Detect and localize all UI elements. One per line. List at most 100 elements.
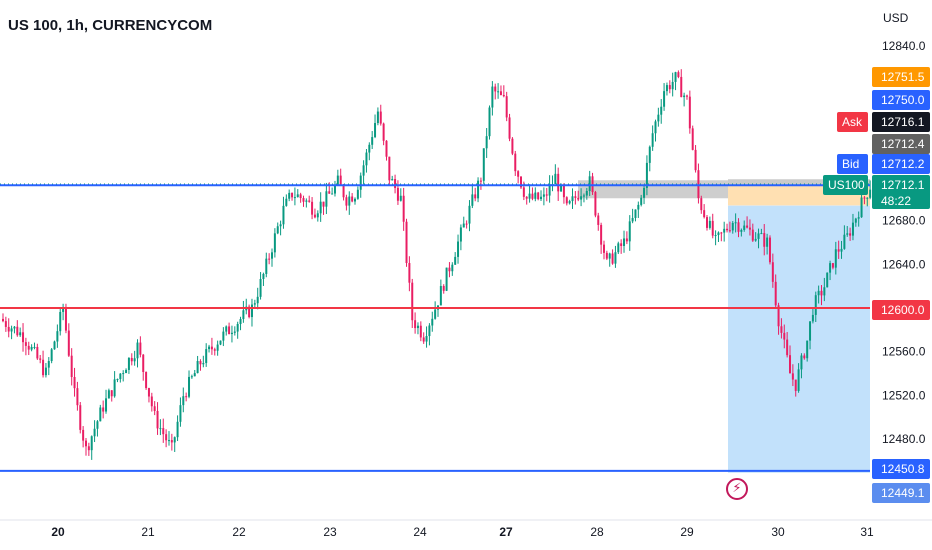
candle-body	[96, 421, 99, 429]
candle-body	[279, 224, 282, 227]
candle-body	[56, 331, 59, 342]
candle-body	[829, 263, 832, 273]
ask-side-tag	[837, 112, 868, 132]
candle-body	[39, 358, 42, 360]
candle-body	[167, 440, 170, 442]
candle-body	[468, 205, 471, 224]
candle-body	[537, 192, 540, 200]
candle-body	[577, 197, 580, 200]
candle-body	[336, 175, 339, 185]
bid-price-value: 12712.2	[881, 157, 925, 171]
candle-body	[2, 318, 4, 322]
candle-body	[554, 173, 557, 185]
candle-body	[863, 197, 866, 199]
candle-body	[789, 355, 792, 374]
candle-body	[394, 179, 397, 188]
y-tick-label: 12560.0	[882, 345, 926, 359]
candle-body	[82, 429, 85, 441]
candle-body	[133, 358, 136, 362]
lightning-icon[interactable]: ⚡	[726, 478, 748, 500]
candle-body	[488, 107, 491, 137]
candle-body	[777, 305, 780, 327]
candle-body	[376, 111, 379, 124]
candle-body	[497, 91, 500, 93]
candle-body	[230, 332, 233, 335]
level-price-tag	[872, 90, 930, 110]
candle-body	[823, 287, 826, 296]
candle-body	[442, 285, 445, 291]
candle-body	[728, 230, 731, 232]
candle-body	[617, 243, 620, 253]
candle-body	[391, 179, 394, 181]
candle-body	[414, 320, 417, 329]
candle-body	[127, 357, 130, 370]
candle-body	[362, 165, 365, 176]
candle-body	[511, 138, 514, 154]
candle-body	[388, 156, 391, 181]
candle-body	[190, 376, 193, 378]
tp-price-value: 12449.1	[881, 486, 925, 500]
candle-body	[339, 175, 342, 186]
candle-body	[783, 332, 786, 340]
candle-body	[528, 193, 531, 199]
candle-body	[809, 321, 812, 341]
last-price-value: 12712.1	[881, 178, 925, 192]
candle-body	[10, 328, 13, 332]
candle-body	[740, 229, 743, 232]
candle-body	[600, 224, 603, 245]
candle-body	[548, 184, 551, 196]
candle-body	[751, 229, 754, 241]
candle-body	[651, 133, 654, 147]
candle-body	[196, 361, 199, 374]
candle-body	[276, 226, 279, 234]
candle-body	[342, 185, 345, 198]
candle-body	[857, 217, 860, 219]
candle-body	[411, 282, 414, 321]
candle-body	[416, 325, 419, 329]
candle-body	[683, 95, 686, 98]
candle-body	[113, 379, 116, 397]
candle-body	[482, 148, 485, 181]
candle-body	[703, 210, 706, 218]
candle-body	[540, 196, 543, 200]
candle-body	[253, 303, 256, 305]
candle-body	[64, 308, 67, 331]
candle-body	[560, 185, 563, 192]
candle-body	[479, 180, 482, 182]
candle-body	[79, 405, 82, 430]
candle-body	[508, 117, 511, 139]
candle-body	[694, 149, 697, 171]
candle-body	[657, 114, 660, 122]
candle-body	[591, 176, 594, 193]
candle-body	[499, 91, 502, 96]
candle-body	[285, 198, 288, 206]
candle-body	[402, 195, 405, 222]
candle-body	[849, 233, 852, 236]
candle-body	[680, 76, 683, 98]
candle-body	[213, 349, 216, 351]
candle-body	[322, 201, 325, 207]
candle-body	[831, 263, 834, 268]
candle-body	[431, 318, 434, 326]
candle-body	[210, 346, 213, 350]
candle-body	[27, 345, 30, 350]
x-tick-label: 30	[771, 525, 785, 539]
candle-body	[846, 233, 849, 235]
candle-body	[331, 193, 334, 195]
candle-body	[179, 405, 182, 422]
chart-title: US 100, 1h, CURRENCYCOM	[8, 17, 213, 34]
candle-body	[425, 336, 428, 342]
candle-body	[116, 379, 119, 381]
candle-body	[142, 354, 145, 373]
candle-body	[817, 290, 820, 296]
candle-body	[271, 252, 274, 259]
candle-body	[714, 235, 717, 237]
candle-body	[359, 175, 362, 190]
candle-body	[585, 190, 588, 196]
support-price-value: 12600.0	[881, 303, 925, 317]
candle-body	[663, 91, 666, 107]
candle-body	[236, 324, 239, 332]
candle-body	[188, 376, 191, 397]
ask-price-tag	[872, 112, 930, 132]
